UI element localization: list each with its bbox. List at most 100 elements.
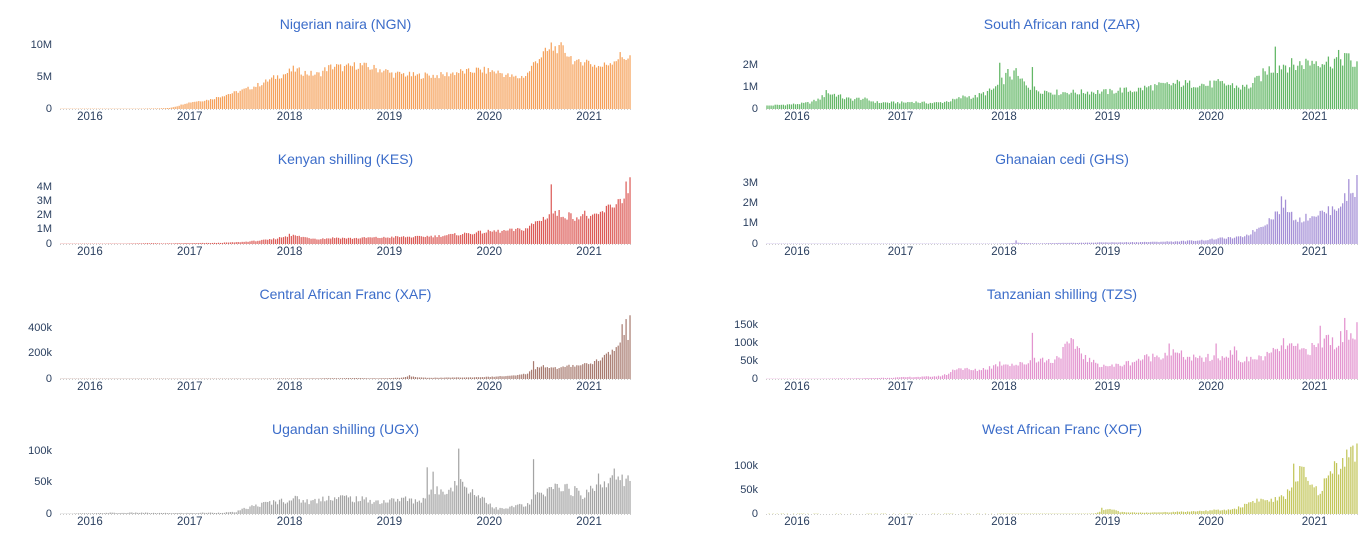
bar[interactable] [956, 98, 958, 109]
bar[interactable] [1101, 91, 1103, 109]
bar[interactable] [1168, 241, 1170, 244]
bar[interactable] [237, 92, 239, 109]
bar[interactable] [278, 237, 281, 244]
bar[interactable] [196, 101, 198, 109]
bar[interactable] [1195, 357, 1197, 379]
bar[interactable] [864, 97, 866, 109]
bar[interactable] [1174, 83, 1176, 109]
bar[interactable] [436, 486, 438, 514]
bar[interactable] [1182, 511, 1185, 514]
bar[interactable] [1188, 511, 1191, 514]
bar[interactable] [460, 69, 462, 109]
bar[interactable] [186, 103, 188, 109]
bar[interactable] [888, 103, 891, 109]
bar[interactable] [1286, 212, 1289, 244]
bar[interactable] [852, 378, 854, 379]
bar[interactable] [1154, 241, 1156, 244]
bar[interactable] [527, 373, 529, 379]
bar[interactable] [605, 353, 607, 379]
bar[interactable] [276, 504, 279, 514]
bar[interactable] [464, 377, 466, 379]
bar[interactable] [408, 71, 411, 109]
bar[interactable] [1099, 367, 1101, 379]
bar[interactable] [227, 512, 229, 514]
bar[interactable] [548, 49, 550, 109]
bars-ngn[interactable] [60, 38, 631, 111]
bar[interactable] [1160, 359, 1162, 379]
bar[interactable] [852, 100, 854, 109]
bar[interactable] [576, 217, 578, 244]
bar[interactable] [809, 103, 811, 109]
bar[interactable] [599, 66, 602, 109]
bar[interactable] [929, 376, 931, 379]
bar[interactable] [365, 378, 367, 379]
bar[interactable] [316, 503, 318, 514]
bar[interactable] [334, 378, 336, 379]
bar[interactable] [530, 499, 533, 514]
bar[interactable] [251, 89, 253, 109]
bar[interactable] [194, 101, 196, 109]
bar[interactable] [1070, 92, 1072, 109]
bar[interactable] [322, 70, 324, 109]
bar[interactable] [206, 512, 208, 514]
bar[interactable] [158, 512, 161, 514]
bar[interactable] [1011, 79, 1013, 109]
bar[interactable] [448, 489, 450, 514]
bar[interactable] [1158, 242, 1160, 244]
bar[interactable] [190, 243, 192, 244]
bar[interactable] [629, 55, 631, 109]
bar[interactable] [1321, 490, 1323, 514]
bar[interactable] [1021, 362, 1023, 379]
bar[interactable] [1201, 357, 1203, 379]
bar[interactable] [1197, 240, 1199, 244]
bar[interactable] [1139, 360, 1142, 379]
bar[interactable] [1188, 80, 1191, 109]
bar[interactable] [1329, 66, 1332, 109]
bars-xof[interactable] [766, 443, 1358, 516]
bar[interactable] [1223, 238, 1225, 244]
bar[interactable] [1180, 350, 1183, 379]
bar[interactable] [359, 378, 361, 379]
bar[interactable] [296, 496, 298, 514]
bar[interactable] [1225, 510, 1227, 514]
bar[interactable] [487, 376, 489, 379]
bar[interactable] [903, 102, 905, 109]
bar[interactable] [389, 499, 391, 514]
bar[interactable] [1035, 90, 1038, 109]
bar[interactable] [1244, 503, 1246, 514]
bar[interactable] [202, 101, 204, 109]
bar[interactable] [381, 237, 383, 244]
bar[interactable] [1097, 242, 1099, 244]
bar[interactable] [434, 77, 436, 109]
bar[interactable] [619, 52, 621, 109]
bar[interactable] [456, 235, 458, 244]
bar[interactable] [186, 512, 188, 514]
bar[interactable] [584, 497, 586, 514]
bar[interactable] [174, 513, 176, 514]
bar[interactable] [204, 100, 206, 109]
bar[interactable] [528, 371, 531, 379]
bar[interactable] [410, 76, 413, 109]
bar[interactable] [1209, 80, 1211, 109]
bar[interactable] [935, 376, 938, 379]
bar[interactable] [430, 489, 432, 514]
bar[interactable] [387, 502, 389, 514]
bar[interactable] [1203, 511, 1205, 514]
bar[interactable] [225, 512, 227, 514]
bar[interactable] [605, 205, 607, 244]
bar[interactable] [1227, 509, 1230, 514]
bar[interactable] [886, 377, 889, 379]
bar[interactable] [385, 502, 387, 514]
bar[interactable] [1342, 342, 1344, 379]
bar[interactable] [141, 243, 143, 244]
bar[interactable] [247, 241, 249, 244]
bar[interactable] [464, 486, 466, 514]
bar[interactable] [890, 377, 893, 379]
bar[interactable] [1288, 490, 1291, 514]
bar[interactable] [986, 369, 989, 379]
bar[interactable] [312, 378, 314, 379]
bar[interactable] [627, 58, 629, 109]
bar[interactable] [1260, 227, 1262, 244]
bar[interactable] [479, 498, 481, 514]
bar[interactable] [892, 377, 895, 379]
